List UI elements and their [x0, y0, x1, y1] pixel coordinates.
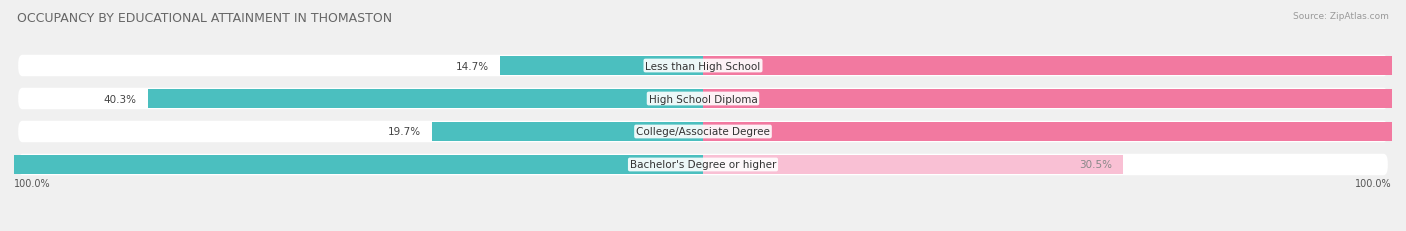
Bar — [703, 156, 1123, 174]
Bar — [703, 57, 1406, 75]
Text: OCCUPANCY BY EDUCATIONAL ATTAINMENT IN THOMASTON: OCCUPANCY BY EDUCATIONAL ATTAINMENT IN T… — [17, 12, 392, 24]
FancyBboxPatch shape — [18, 55, 1388, 77]
Bar — [703, 90, 1406, 108]
FancyBboxPatch shape — [18, 154, 1388, 176]
Text: High School Diploma: High School Diploma — [648, 94, 758, 104]
Text: Source: ZipAtlas.com: Source: ZipAtlas.com — [1294, 12, 1389, 21]
Text: 100.0%: 100.0% — [14, 179, 51, 188]
FancyBboxPatch shape — [18, 121, 1388, 143]
Bar — [703, 123, 1406, 141]
Bar — [148, 90, 703, 108]
Bar — [432, 123, 703, 141]
Text: College/Associate Degree: College/Associate Degree — [636, 127, 770, 137]
FancyBboxPatch shape — [18, 88, 1388, 110]
Text: Bachelor's Degree or higher: Bachelor's Degree or higher — [630, 160, 776, 170]
Bar — [0, 156, 703, 174]
Text: Less than High School: Less than High School — [645, 61, 761, 71]
Text: 19.7%: 19.7% — [388, 127, 420, 137]
Text: 100.0%: 100.0% — [1355, 179, 1392, 188]
Text: 14.7%: 14.7% — [457, 61, 489, 71]
Text: 40.3%: 40.3% — [104, 94, 136, 104]
Text: 30.5%: 30.5% — [1080, 160, 1112, 170]
Bar — [501, 57, 703, 75]
